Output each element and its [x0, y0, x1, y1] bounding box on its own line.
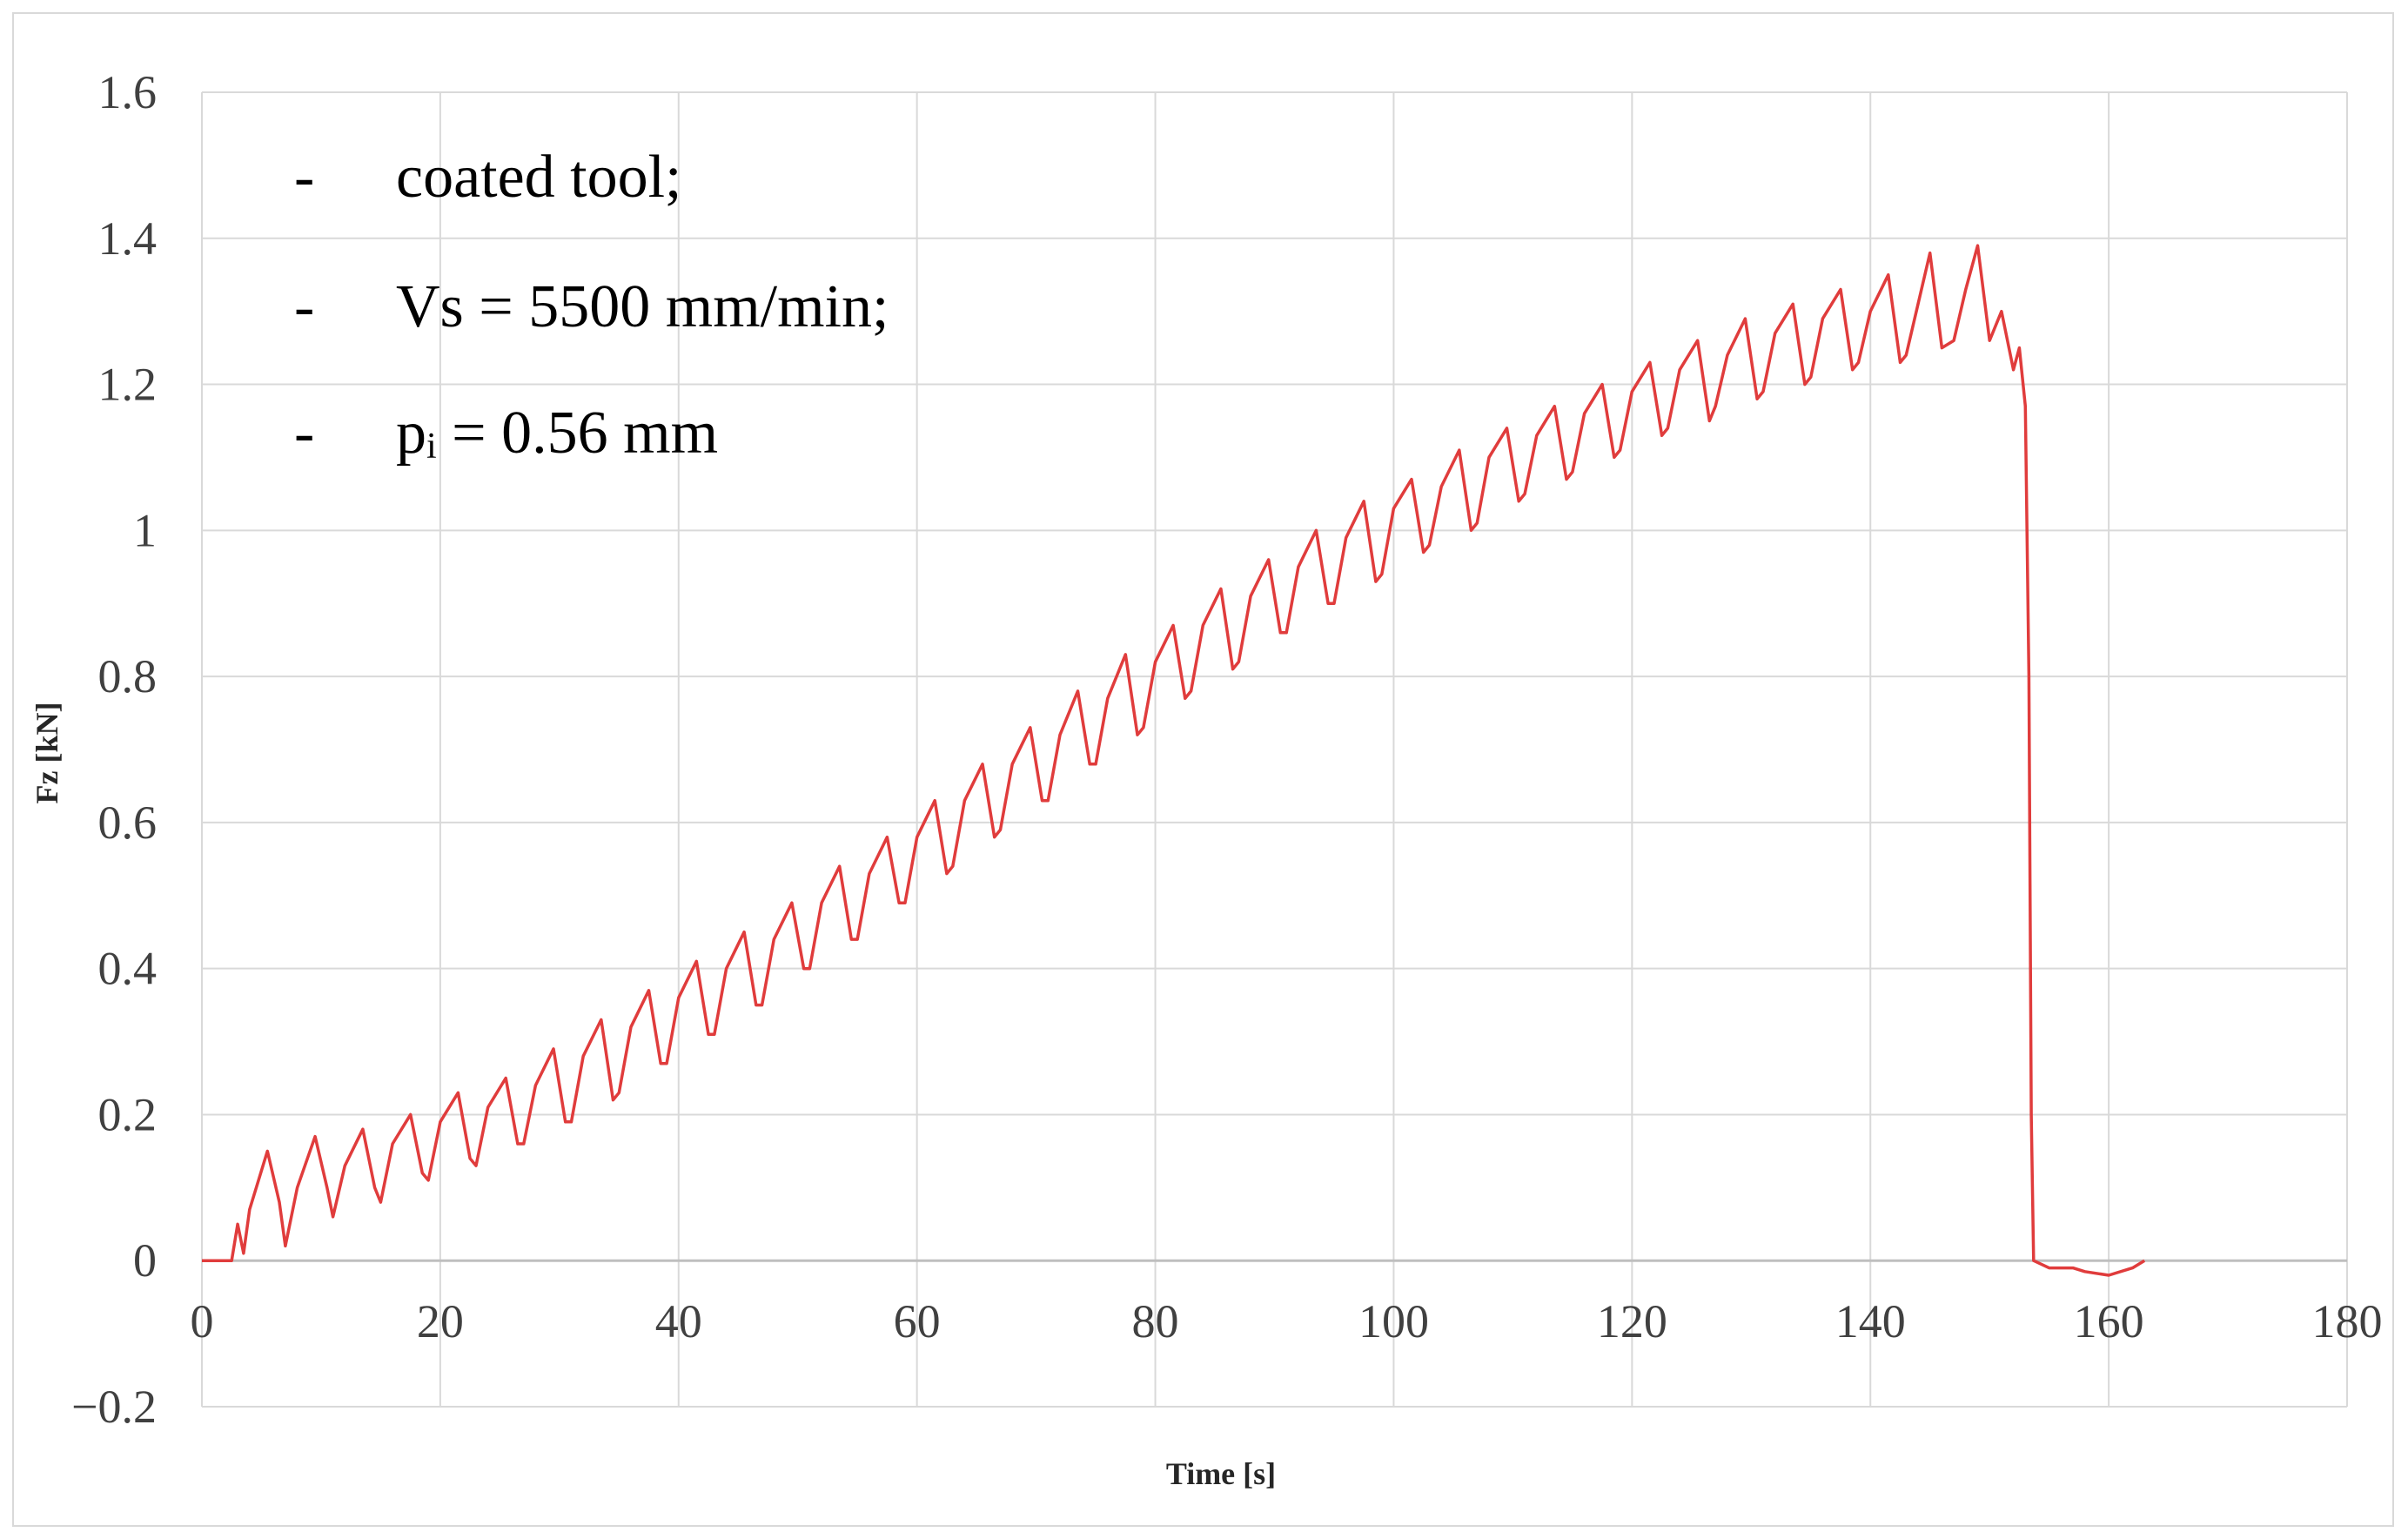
grid	[201, 91, 2348, 1408]
y-tick-label: 1.4	[98, 212, 158, 265]
y-tick-label: 1	[133, 504, 157, 556]
series-line-fz	[202, 244, 2146, 1277]
annotation-text-3: pi = 0.56 mm	[396, 400, 718, 467]
x-tick-label: 0	[191, 1295, 214, 1347]
annotation-text-3-rest: = 0.56 mm	[437, 400, 718, 467]
y-tick-label: 0	[133, 1234, 157, 1287]
annotation-bullet-3: -	[294, 400, 314, 467]
series-layer	[202, 244, 2146, 1277]
annotation-text-2: Vs = 5500 mm/min;	[396, 273, 889, 340]
annotation-bullet-2: -	[294, 273, 314, 340]
x-tick-label: 180	[2312, 1295, 2383, 1347]
x-tick-labels: 0 20 40 60 80 100 120 140 160 180	[191, 1295, 2383, 1347]
y-tick-label: 0.8	[98, 650, 158, 702]
annotation-text-3-sub: i	[426, 427, 437, 467]
y-tick-labels: −0.2 0 0.2 0.4 0.6 0.8 1 1.2 1.4 1.6	[71, 66, 157, 1433]
y-tick-label: 0.2	[98, 1088, 158, 1140]
y-tick-label: 1.6	[98, 66, 158, 118]
x-tick-label: 100	[1358, 1295, 1429, 1347]
x-tick-label: 60	[894, 1295, 941, 1347]
x-axis-title: Time [s]	[1166, 1456, 1276, 1491]
annotation-block: - coated tool; - Vs = 5500 mm/min; - pi …	[294, 144, 889, 467]
annotation-text-1: coated tool;	[396, 144, 682, 211]
y-tick-label: −0.2	[71, 1381, 157, 1433]
x-tick-label: 80	[1132, 1295, 1179, 1347]
x-tick-label: 20	[417, 1295, 464, 1347]
y-tick-label: 1.2	[98, 359, 158, 411]
annotation-text-3-main: p	[396, 400, 426, 467]
x-tick-label: 40	[655, 1295, 702, 1347]
y-axis-title: Fz [kN]	[30, 702, 64, 804]
chart-frame	[12, 12, 2394, 1527]
annotation-bullet-1: -	[294, 144, 314, 211]
x-tick-label: 120	[1597, 1295, 1667, 1347]
y-tick-label: 0.6	[98, 796, 158, 849]
y-tick-label: 0.4	[98, 943, 158, 995]
x-tick-label: 140	[1835, 1295, 1906, 1347]
x-tick-label: 160	[2074, 1295, 2144, 1347]
